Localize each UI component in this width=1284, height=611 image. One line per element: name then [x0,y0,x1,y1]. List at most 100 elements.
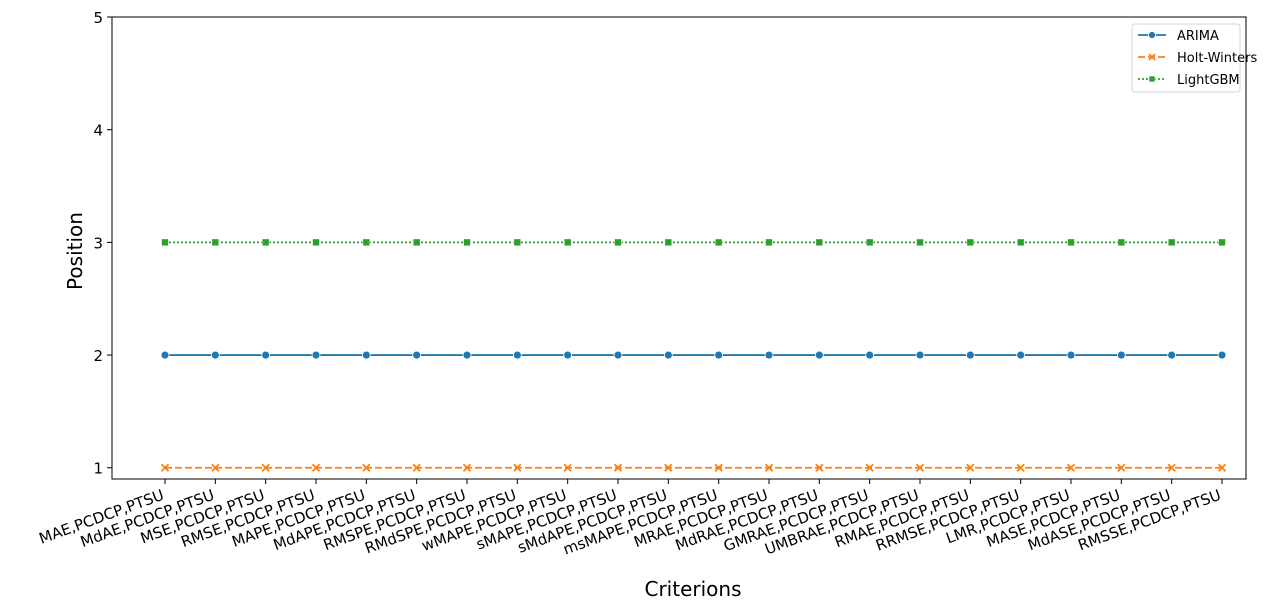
data-point [865,238,874,247]
data-point [714,350,724,360]
data-point [1016,350,1026,360]
data-point [966,463,975,472]
data-point [1148,31,1156,39]
data-point [663,350,673,360]
data-point [362,238,371,247]
data-point [1217,463,1227,472]
data-point [463,238,471,247]
data-point [563,463,572,472]
data-point [714,238,723,247]
data-point [915,463,925,472]
data-point-stroke [613,463,623,472]
data-point [915,350,925,360]
data-point [714,463,723,472]
data-point-stroke [865,463,874,472]
data-point [361,350,371,360]
data-point [513,463,522,472]
y-axis: 1 2 3 4 5 [93,9,112,478]
data-point [1217,350,1227,360]
data-point [965,350,975,360]
data-point [1148,53,1156,61]
data-point [312,238,320,247]
data-point [412,463,421,472]
legend-box [1131,23,1241,93]
data-point [311,350,321,360]
y-tick-label: 4 [93,122,103,140]
data-point-stroke [261,463,270,472]
data-point [362,463,371,472]
y-tick-label: 3 [93,234,103,252]
y-tick-label: 5 [93,9,103,27]
data-point [1117,463,1126,472]
data-point-stroke [462,463,472,472]
legend-entry: Holt-Winters [1138,51,1257,66]
data-point [1167,238,1176,247]
data-point [614,238,622,247]
data-point [764,350,774,360]
plot-area [111,16,1247,480]
data-point [664,238,673,247]
data-point [613,350,623,360]
x-axis: MAE,PCDCP,PTSUMdAE,PCDCP,PTSUMSE,PCDCP,P… [37,479,1223,559]
data-point [814,350,824,360]
data-point-stroke [1117,463,1126,472]
series-lightgbm [161,238,1226,247]
data-point-stroke [211,463,220,472]
data-point-stroke [160,463,170,472]
x-axis-title: Criterions [644,577,741,601]
data-point [563,238,572,247]
data-point [211,238,220,247]
data-point [664,463,673,472]
data-point-stroke [915,463,925,472]
data-point-stroke [815,463,824,472]
series-holt-winters [160,463,1227,472]
data-point [512,350,522,360]
data-point-stroke [1167,463,1176,472]
data-point [1066,350,1076,360]
data-point [916,238,924,247]
data-point [815,238,824,247]
legend-entry: LightGBM [1138,73,1240,88]
data-point [764,463,774,472]
data-point [160,350,170,360]
data-point [462,350,472,360]
data-point [765,238,773,247]
data-point-stroke [664,463,673,472]
plot-frame [111,16,1247,480]
data-point [311,463,321,472]
data-point [1218,238,1226,247]
legend: ARIMA Holt-Winters LightGBM [1131,23,1257,93]
data-point [513,238,522,247]
data-point [261,350,271,360]
data-point [412,350,422,360]
data-point-stroke [1016,463,1025,472]
legend-label: LightGBM [1177,73,1240,88]
y-tick-label: 2 [93,347,103,365]
series-arima [160,350,1227,360]
data-point [1016,238,1025,247]
data-point [1117,238,1126,247]
data-point-stroke [1217,463,1227,472]
data-point-stroke [311,463,321,472]
legend-entry: ARIMA [1138,29,1219,44]
y-tick-label: 1 [93,460,103,478]
data-point [412,238,421,247]
data-point [160,463,170,472]
data-point [865,350,875,360]
data-point-stroke [764,463,774,472]
data-point [865,463,874,472]
y-axis-title: Position [63,212,87,290]
data-point [1067,238,1075,247]
data-point [1066,463,1076,472]
data-point [1167,463,1176,472]
data-point [210,350,220,360]
data-point [1116,350,1126,360]
data-point [1148,75,1156,83]
data-point [261,238,270,247]
data-point [815,463,824,472]
data-point-stroke [563,463,572,472]
data-point [462,463,472,472]
data-point [563,350,573,360]
data-point-stroke [714,463,723,472]
